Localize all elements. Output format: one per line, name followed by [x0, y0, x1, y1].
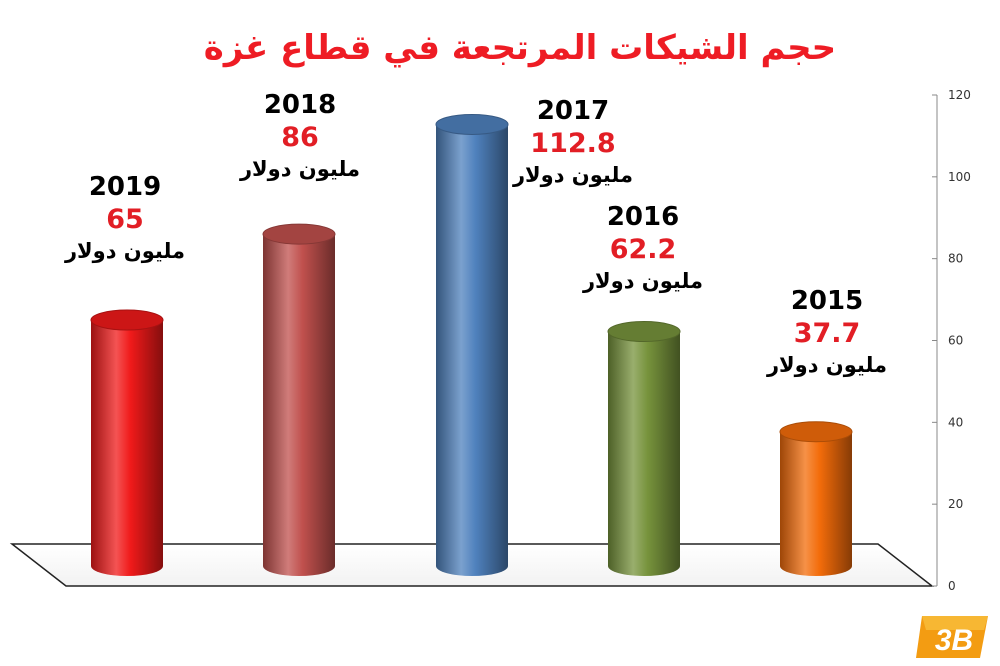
bar-label-2019: 2019 65 مليون دولار [30, 170, 220, 266]
bar-2015 [779, 421, 853, 576]
year-label: 2015 [790, 286, 864, 316]
year-label: 2017 [536, 96, 610, 126]
bar-body [91, 320, 163, 576]
value-label: 62.2 [609, 234, 677, 265]
year-label: 2019 [88, 172, 162, 202]
bar-body [780, 431, 852, 576]
bar-body [263, 234, 335, 576]
bars-group [90, 113, 853, 577]
bar-label-2018: 2018 86 مليون دولار [205, 88, 395, 184]
value-label: 37.7 [793, 318, 861, 349]
y-tick-label: 40 [948, 415, 963, 429]
chart-title: حجم الشيكات المرتجعة في قطاع غزة [203, 28, 837, 68]
y-tick-label: 80 [948, 252, 963, 266]
unit-label: مليون دولار [766, 353, 888, 377]
bar-top-cap [90, 309, 164, 331]
bar-2016 [607, 320, 681, 576]
bar-2018 [262, 223, 336, 576]
bar-top-cap [607, 320, 681, 342]
bar-body [436, 124, 508, 577]
value-label: 65 [106, 204, 144, 235]
bar-2017 [435, 113, 509, 577]
year-label: 2018 [263, 90, 337, 120]
value-label: 112.8 [530, 128, 616, 159]
svg-text:3B: 3B [935, 624, 973, 657]
unit-label: مليون دولار [239, 157, 361, 181]
y-tick-label: 100 [948, 170, 971, 184]
brand-logo: 3B [916, 616, 988, 658]
bar-label-2015: 2015 37.7 مليون دولار [732, 284, 922, 380]
bar-top-cap [779, 421, 853, 443]
bar-2019 [90, 309, 164, 576]
bar-top-cap [262, 223, 336, 245]
unit-label: مليون دولار [582, 269, 704, 293]
unit-label: مليون دولار [64, 239, 186, 263]
bar-top-cap [435, 113, 509, 135]
y-axis: 0 20 40 60 80 100 120 [932, 88, 971, 593]
bar-label-2017: 2017 112.8 مليون دولار [478, 94, 668, 190]
y-tick-label: 60 [948, 334, 963, 348]
bar-label-2016: 2016 62.2 مليون دولار [548, 200, 738, 296]
unit-label: مليون دولار [512, 163, 634, 187]
bar-body [608, 331, 680, 576]
value-label: 86 [281, 122, 319, 153]
y-tick-label: 0 [948, 579, 956, 593]
y-tick-label: 20 [948, 497, 963, 511]
y-tick-label: 120 [948, 88, 971, 102]
year-label: 2016 [606, 202, 680, 232]
